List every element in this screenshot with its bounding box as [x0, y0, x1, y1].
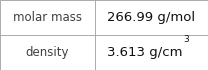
Text: density: density: [26, 46, 69, 59]
Text: 266.99 g/mol: 266.99 g/mol: [107, 11, 195, 24]
Text: 3: 3: [184, 35, 189, 44]
Text: 3.613 g/cm: 3.613 g/cm: [107, 46, 183, 59]
Text: molar mass: molar mass: [13, 11, 82, 24]
